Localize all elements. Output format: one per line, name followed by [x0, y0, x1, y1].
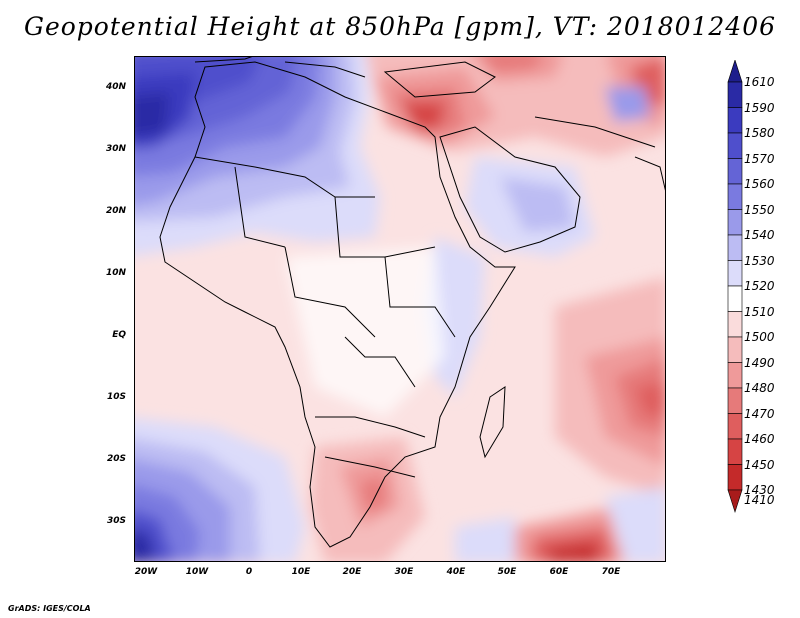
x-tick-label: 20W — [134, 567, 158, 577]
x-tick-label: 50E — [497, 567, 517, 577]
colorbar-level-label: 1550 — [744, 202, 775, 217]
colorbar-level-label: 1530 — [744, 253, 775, 268]
colorbar-level-label: 1540 — [744, 228, 775, 242]
x-tick-label: 20E — [342, 567, 362, 577]
colorbar-swatch — [727, 311, 743, 338]
colorbar — [727, 60, 743, 513]
colorbar-level-label: 1590 — [744, 100, 775, 115]
colorbar-level-label: 1580 — [744, 126, 775, 140]
colorbar-swatch — [727, 387, 743, 414]
x-tick-label: 30E — [394, 567, 414, 577]
colorbar-level-label: 1430 — [744, 483, 775, 497]
colorbar-swatch — [727, 285, 743, 312]
colorbar-swatch — [727, 183, 743, 210]
coastlines — [159, 57, 665, 548]
colorbar-swatch — [727, 438, 743, 465]
y-tick-label: 10S — [106, 392, 126, 402]
colorbar-swatch — [727, 132, 743, 159]
colorbar-level-label: 1460 — [744, 432, 775, 446]
y-tick-label: EQ — [112, 330, 126, 340]
colorbar-level-label: 1610 — [744, 75, 775, 89]
y-tick-label: 30S — [106, 516, 126, 526]
colorbar-level-label: 1480 — [744, 381, 775, 395]
colorbar-level-label: 1570 — [744, 151, 775, 166]
colorbar-swatch — [727, 336, 743, 363]
footer-credit: GrADS: IGES/COLA — [8, 604, 91, 613]
y-tick-label: 30N — [105, 144, 126, 154]
x-tick-label: 10E — [291, 567, 311, 577]
colorbar-bottom-arrow — [727, 489, 743, 513]
x-tick-label: 60E — [549, 567, 569, 577]
y-tick-label: 10N — [105, 268, 126, 278]
x-tick-label: 70E — [601, 567, 621, 577]
colorbar-swatch — [727, 260, 743, 287]
colorbar-swatch — [727, 413, 743, 440]
y-tick-label: 40N — [105, 82, 126, 92]
map-title: Geopotential Height at 850hPa [gpm], VT:… — [23, 12, 777, 41]
colorbar-swatch — [727, 158, 743, 185]
colorbar-swatch — [727, 209, 743, 236]
colorbar-level-label: 1510 — [744, 304, 775, 319]
colorbar-swatch — [727, 107, 743, 134]
colorbar-top-arrow — [727, 60, 743, 83]
x-tick-label: 10W — [185, 567, 209, 577]
colorbar-level-label: 1490 — [744, 355, 775, 370]
geopotential-field — [135, 57, 665, 561]
colorbar-swatch — [727, 81, 743, 108]
colorbar-level-label: 1520 — [744, 279, 775, 293]
x-tick-label: 0 — [245, 567, 253, 577]
y-tick-label: 20N — [105, 206, 126, 216]
colorbar-level-label: 1450 — [744, 457, 775, 472]
field-contours — [135, 57, 665, 561]
colorbar-level-label: 1560 — [744, 177, 775, 191]
colorbar-swatch — [727, 464, 743, 491]
y-tick-label: 20S — [106, 454, 126, 464]
colorbar-swatch — [727, 362, 743, 389]
colorbar-level-label: 1410 — [744, 493, 775, 507]
colorbar-level-label: 1470 — [744, 406, 775, 421]
colorbar-level-label: 1500 — [744, 330, 775, 344]
map-plot-area — [134, 56, 666, 562]
x-tick-label: 40E — [446, 567, 466, 577]
colorbar-swatch — [727, 234, 743, 261]
